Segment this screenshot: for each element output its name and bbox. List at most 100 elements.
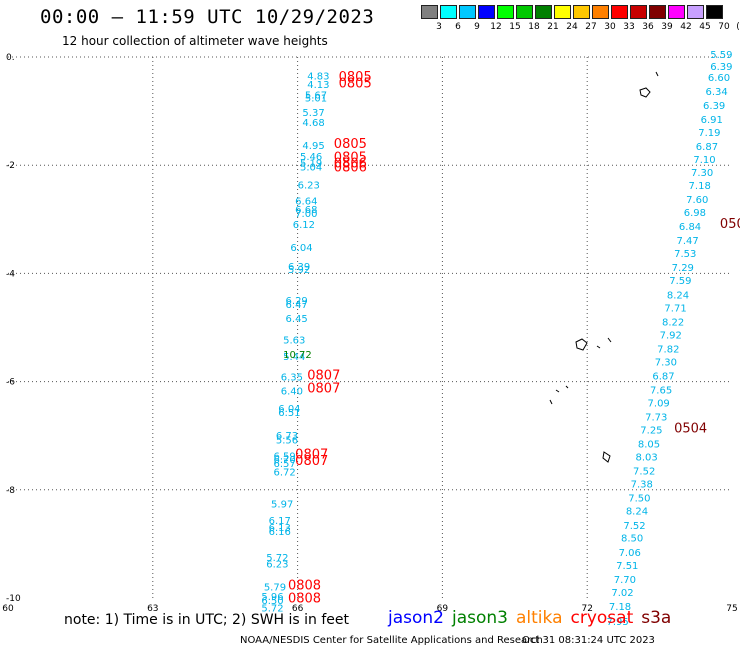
- color-scale-label: 9: [474, 22, 480, 32]
- color-scale-label: 24: [566, 22, 578, 32]
- wave-height-value: 6.57: [273, 459, 295, 470]
- wave-height-value: 6.45: [286, 314, 308, 325]
- wave-height-value: 7.10: [693, 155, 715, 166]
- wave-height-value: 8.50: [621, 534, 643, 545]
- wave-height-value: 6.12: [293, 220, 315, 231]
- color-scale-label: 33: [623, 22, 635, 32]
- x-tick-label: 60: [2, 604, 14, 614]
- wave-height-value: 5.79: [264, 582, 286, 593]
- y-tick-label: -4: [6, 269, 15, 279]
- wave-height-value: 7.92: [660, 330, 682, 341]
- credit-line: NOAA/NESDIS Center for Satellite Applica…: [240, 635, 543, 646]
- chart-subtitle: 12 hour collection of altimeter wave hei…: [62, 34, 328, 48]
- color-swatch: [421, 5, 438, 19]
- wave-height-value: 6.72: [273, 468, 295, 479]
- wave-height-value: 6.73: [276, 431, 298, 442]
- wave-height-value: 7.19: [698, 128, 720, 139]
- wave-height-value: 6.16: [269, 527, 291, 538]
- wave-height-value: 5.96: [261, 592, 283, 603]
- color-scale-label: 21: [547, 22, 559, 32]
- timestamp: Oct 31 08:31:24 UTC 2023: [522, 635, 655, 646]
- x-tick-labels: 60 63 66 69 72 75: [2, 604, 737, 614]
- wave-height-value: 7.60: [686, 195, 708, 206]
- wave-height-value: 5.97: [271, 500, 293, 511]
- y-tick-label: -10: [6, 594, 21, 604]
- wave-height-value: 7.71: [664, 303, 686, 314]
- wave-height-value: 6.50: [261, 596, 283, 607]
- wave-height-value: 5.67: [305, 91, 327, 102]
- time-label: 0805: [334, 137, 367, 152]
- wave-height-value: 6.60: [708, 73, 730, 84]
- island-shape: [602, 451, 611, 463]
- wave-height-value: 7.09: [648, 398, 670, 409]
- wave-height-value: 8.24: [667, 290, 689, 301]
- chart-title: 00:00 – 11:59 UTC 10/29/2023: [40, 6, 375, 28]
- y-tick-label: -2: [6, 161, 15, 171]
- color-scale-label: 18: [528, 22, 540, 32]
- wave-height-value: 6.40: [281, 387, 303, 398]
- color-scale-label: (ft): [736, 22, 740, 32]
- island-shape: [549, 385, 569, 405]
- wave-height-value: 6.70: [273, 455, 295, 466]
- time-label: 0808: [288, 578, 321, 593]
- color-scale-label: 70: [718, 22, 730, 32]
- y-tick-label: -6: [6, 378, 15, 388]
- time-label: 0805: [339, 76, 372, 91]
- wave-height-value: 7.47: [676, 236, 698, 247]
- time-label: 0807: [295, 454, 328, 469]
- color-scale-label: 12: [490, 22, 502, 32]
- time-label: 0808: [288, 591, 321, 606]
- wave-height-value: 7.95: [607, 617, 629, 628]
- wave-height-value: 6.87: [652, 371, 674, 382]
- wave-height-value: 5.72: [261, 604, 283, 615]
- wave-height-value: 5.37: [302, 108, 324, 119]
- wave-height-value: 6.87: [696, 142, 718, 153]
- y-tick-label: 0.: [6, 53, 15, 63]
- wave-height-value: 6.35: [281, 373, 303, 384]
- wave-height-value: 6.23: [266, 560, 288, 571]
- color-swatch: [459, 5, 476, 19]
- wave-height-value: 6.47: [286, 300, 308, 311]
- time-label: 0807: [295, 447, 328, 462]
- wave-height-value: 4.83: [307, 72, 329, 83]
- wave-height-value: 7.70: [614, 575, 636, 586]
- wave-height-value: 6.04: [278, 404, 300, 415]
- wave-height-value: 6.29: [286, 296, 308, 307]
- wave-height-value: 7.53: [674, 249, 696, 260]
- color-scale-label: 42: [680, 22, 692, 32]
- wave-height-value: 8.03: [635, 453, 657, 464]
- color-swatch: [592, 5, 609, 19]
- legend-entry: jason3: [452, 608, 508, 628]
- wave-height-value: 5.19: [300, 158, 322, 169]
- jason3-value: 10.72: [283, 350, 312, 361]
- wave-height-value: 7.73: [645, 413, 667, 424]
- wave-height-value: 8.22: [662, 317, 684, 328]
- x-tick-label: 69: [437, 604, 449, 614]
- y-tick-labels: 0. -2 -4 -6 -8 -10: [6, 53, 21, 604]
- color-scale-label: 15: [509, 22, 521, 32]
- color-swatch: [478, 5, 495, 19]
- color-scale-label: 36: [642, 22, 654, 32]
- wave-height-value: 5.04: [300, 163, 322, 174]
- color-swatch: [687, 5, 704, 19]
- x-tick-label: 63: [147, 604, 158, 614]
- wave-height-value: 8.24: [626, 507, 648, 518]
- wave-height-value: 6.84: [679, 222, 701, 233]
- wave-height-value: 7.38: [631, 480, 653, 491]
- wave-height-value: 6.17: [269, 516, 291, 527]
- wave-height-value: 5.63: [283, 336, 305, 347]
- time-label: 0807: [307, 381, 340, 396]
- grid: [8, 56, 732, 598]
- wave-height-value: 6.39: [710, 62, 732, 73]
- s3a-time-label: 0504: [674, 421, 707, 436]
- wave-height-value: 7.51: [616, 561, 638, 572]
- wave-height-value: 6.91: [701, 115, 723, 126]
- legend-entry: altika: [516, 608, 563, 628]
- x-tick-label: 66: [292, 604, 304, 614]
- wave-height-value: 5.59: [710, 50, 732, 61]
- wave-height-value: 6.39: [703, 101, 725, 112]
- wave-height-value: 6.04: [290, 243, 312, 254]
- wave-height-value: 7.06: [619, 548, 641, 559]
- island-shape: [655, 71, 659, 77]
